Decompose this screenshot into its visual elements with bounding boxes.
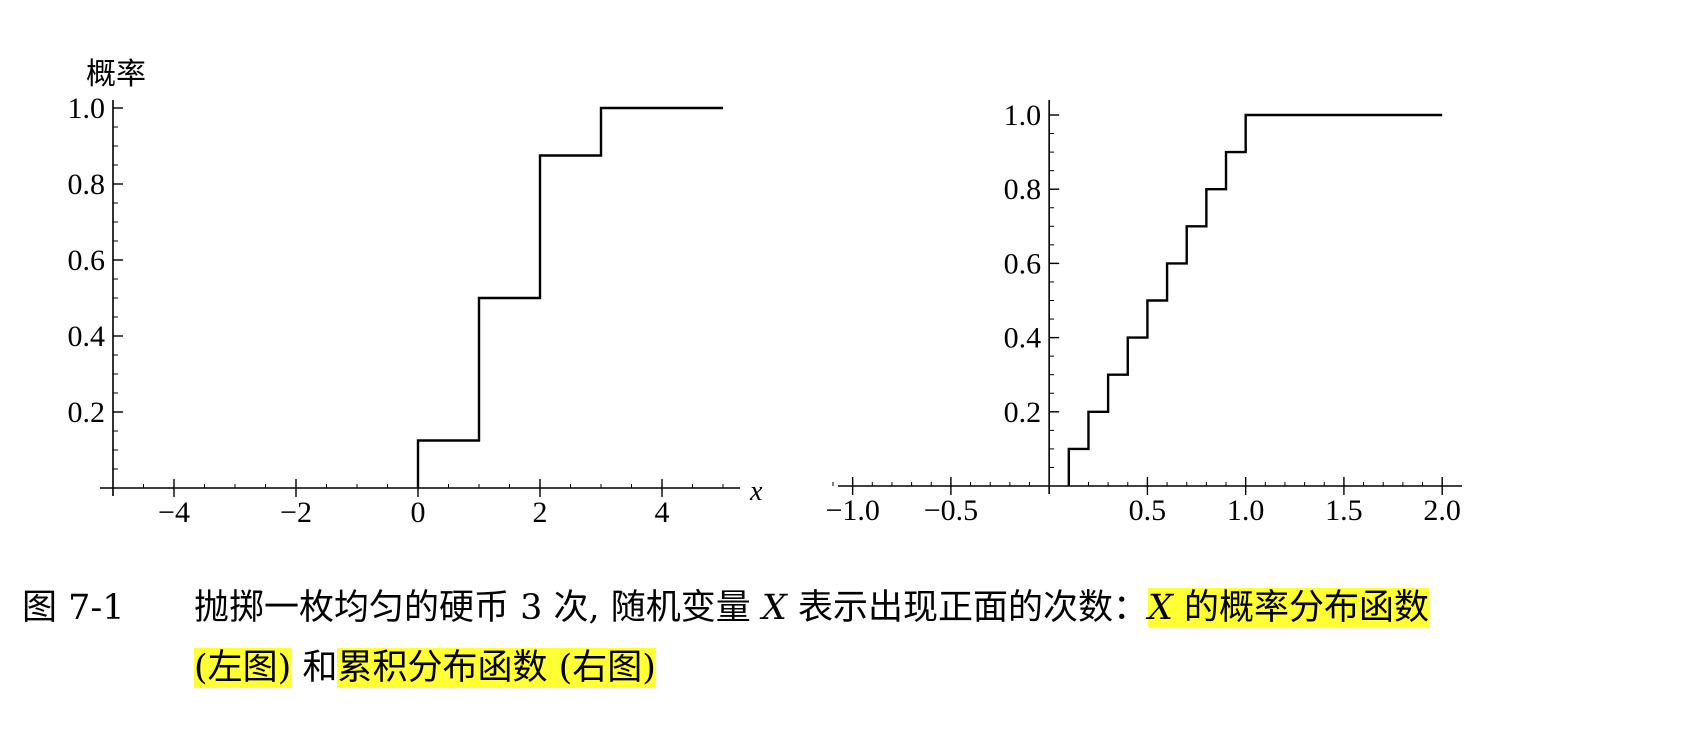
x-tick-label: −4 — [158, 496, 190, 529]
caption-text-before: 抛掷一枚均匀的硬币 3 次, 随机变量 — [194, 588, 751, 628]
cdf-chart: −1.0 −0.5 0.5 1.0 1.5 2.0 0.2 0.4 0.6 0.8 1.0 — [825, 99, 1462, 527]
caption-highlight-1-text: 的概率分布函数 — [1172, 588, 1430, 628]
caption-label: 图 7-1 — [22, 588, 125, 628]
y-tick-label: 0.2 — [68, 396, 106, 429]
x-tick-label: −0.5 — [924, 494, 978, 527]
caption-body: 抛掷一枚均匀的硬币 3 次, 随机变量 X 表示出现正面的次数：X 的概率分布函… — [194, 578, 1662, 698]
x-tick-label: 0 — [411, 496, 426, 529]
caption-highlight-2: 累积分布函数 (右图) — [337, 648, 656, 688]
y-tick-label: 1.0 — [68, 92, 106, 125]
x-tick-label: −2 — [280, 496, 312, 529]
x-axis-label: x — [749, 476, 763, 507]
x-tick-label: 0.5 — [1129, 494, 1167, 527]
y-axis-label: 概率 — [86, 57, 146, 92]
y-tick-label: 0.4 — [1004, 322, 1042, 355]
y-tick-label: 0.4 — [68, 320, 106, 353]
y-tick-label: 0.8 — [68, 168, 106, 201]
x-tick-label: 2 — [533, 496, 548, 529]
y-tick-label: 0.6 — [1004, 247, 1042, 280]
pmf-chart: −4 −2 0 2 4 0.2 0.4 0.6 0.8 1.0概率 x — [68, 57, 764, 529]
caption-highlight-1-end: (左图) — [194, 648, 292, 688]
caption-highlight-variable: X — [1148, 588, 1173, 628]
y-tick-label: 0.6 — [68, 244, 106, 277]
caption-connector: 和 — [291, 648, 338, 688]
caption-variable: X — [761, 588, 787, 628]
x-tick-label: 2.0 — [1423, 494, 1461, 527]
x-tick-label: 1.0 — [1227, 494, 1265, 527]
y-tick-label: 1.0 — [1004, 99, 1042, 132]
x-tick-label: 1.5 — [1325, 494, 1363, 527]
caption-highlight-1: X 的概率分布函数 — [1148, 588, 1430, 628]
caption-text-middle: 表示出现正面的次数： — [797, 588, 1148, 628]
y-tick-label: 0.8 — [1004, 173, 1042, 206]
figure-caption: 图 7-1 抛掷一枚均匀的硬币 3 次, 随机变量 X 表示出现正面的次数：X … — [22, 578, 1662, 698]
y-tick-label: 0.2 — [1004, 396, 1042, 429]
step-series-line — [416, 106, 723, 488]
step-series-line — [1067, 113, 1443, 486]
x-tick-label: −1.0 — [825, 494, 879, 527]
x-tick-label: 4 — [655, 496, 670, 529]
